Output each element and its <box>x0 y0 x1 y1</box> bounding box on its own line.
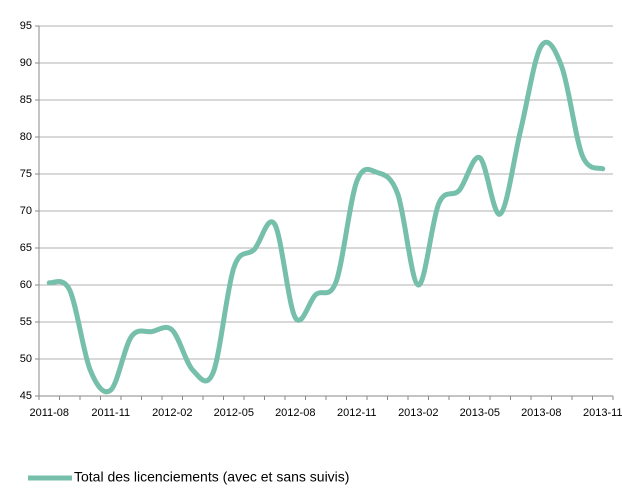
legend-label: Total des licenciements (avec et sans su… <box>74 469 349 485</box>
x-tick-label: 2013-11 <box>583 407 622 419</box>
y-tick-label: 50 <box>20 353 32 365</box>
x-tick-label: 2012-05 <box>214 407 254 419</box>
y-tick-label: 65 <box>20 242 32 254</box>
y-tick-label: 90 <box>20 57 32 69</box>
y-tick-label: 70 <box>20 205 32 217</box>
y-tick-label: 60 <box>20 279 32 291</box>
x-tick-label: 2013-02 <box>398 407 438 419</box>
x-tick-label: 2012-08 <box>275 407 315 419</box>
x-tick-label: 2011-11 <box>91 407 130 419</box>
y-tick-label: 95 <box>20 20 32 32</box>
y-tick-label: 55 <box>20 316 32 328</box>
y-tick-label: 45 <box>20 390 32 402</box>
x-tick-label: 2013-05 <box>460 407 500 419</box>
x-tick-label: 2012-11 <box>337 407 377 419</box>
y-tick-label: 80 <box>20 131 32 143</box>
y-tick-label: 85 <box>20 94 32 106</box>
x-tick-label: 2011-08 <box>29 407 69 419</box>
data-line <box>46 39 606 395</box>
x-tick-label: 2013-08 <box>521 407 561 419</box>
x-tick-label: 2012-02 <box>152 407 192 419</box>
y-tick-label: 75 <box>20 168 32 180</box>
